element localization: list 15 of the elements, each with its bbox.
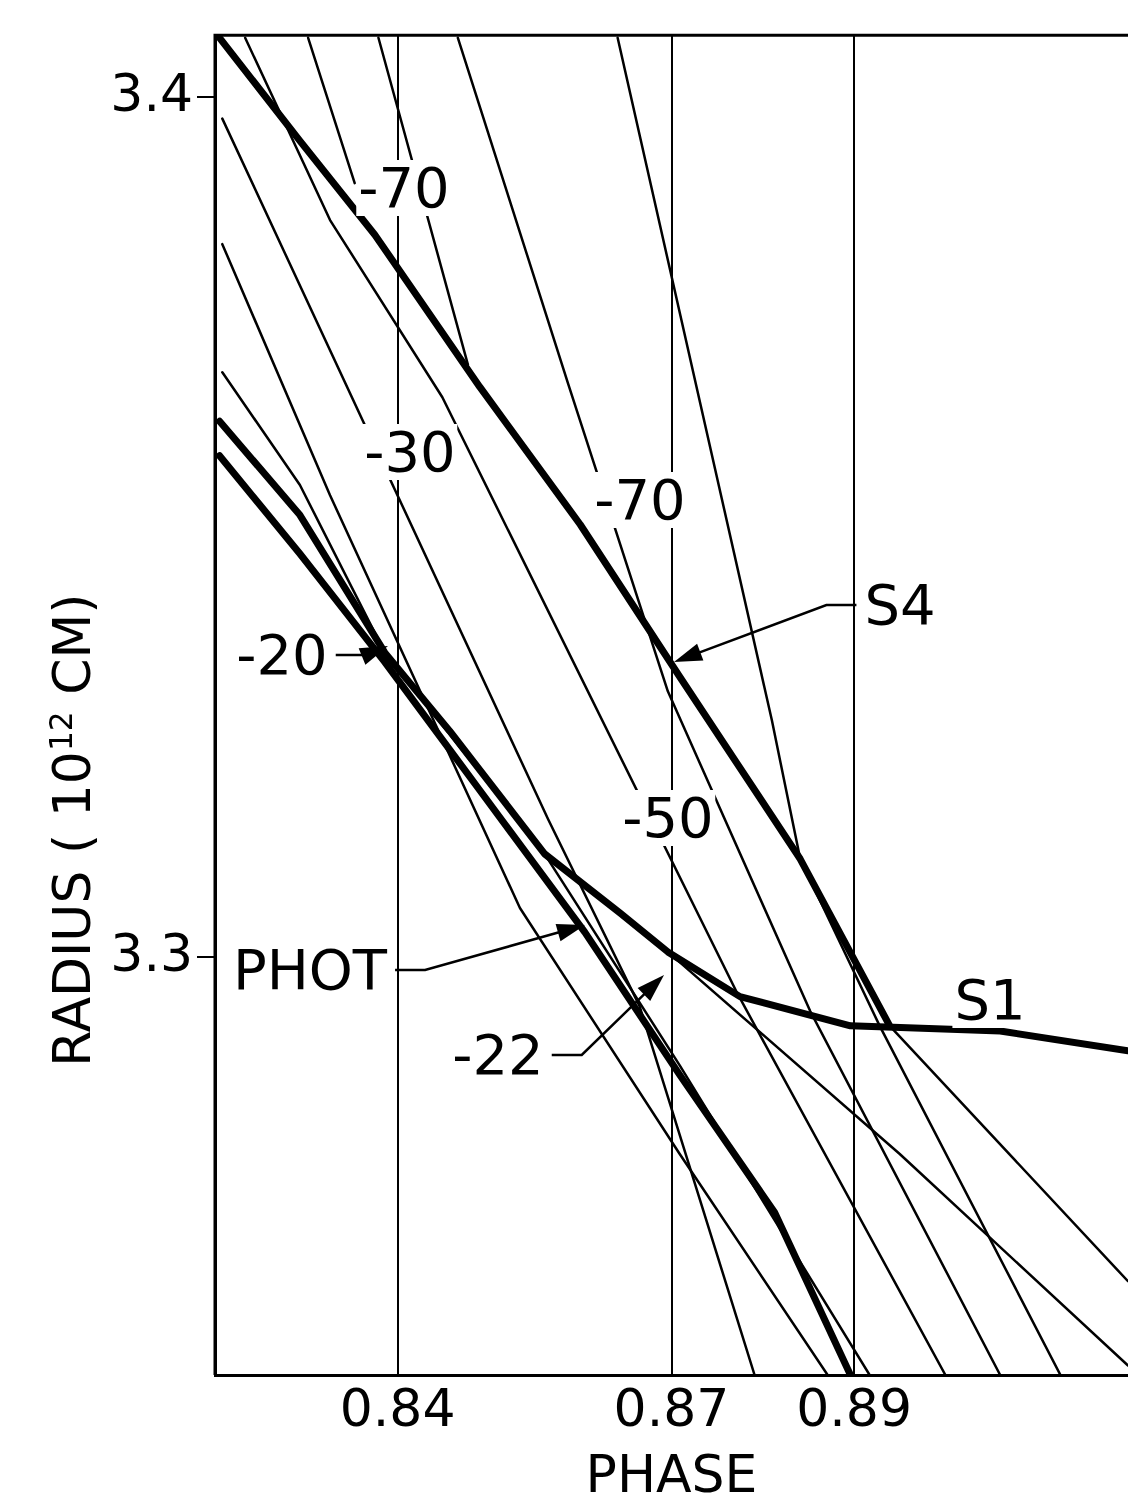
x-tick-label: 0.87: [613, 1377, 730, 1438]
annotation: -70: [593, 467, 687, 532]
annotation: -30: [363, 419, 457, 484]
annotation: -20: [235, 622, 329, 687]
y-tick-label: 3.4: [110, 62, 193, 123]
annotation: -22: [451, 1022, 545, 1087]
annotation: -50: [621, 785, 715, 850]
x-tick-label: 0.84: [339, 1377, 456, 1438]
annotation: S1: [953, 967, 1027, 1032]
x-axis-title: PHASE: [585, 1444, 758, 1505]
y-tick-label: 3.3: [110, 922, 193, 983]
x-tick-label: 0.89: [796, 1377, 912, 1438]
annotation: S4: [863, 572, 937, 637]
annotation: -70: [357, 155, 451, 220]
annotation: PHOT: [231, 937, 389, 1002]
